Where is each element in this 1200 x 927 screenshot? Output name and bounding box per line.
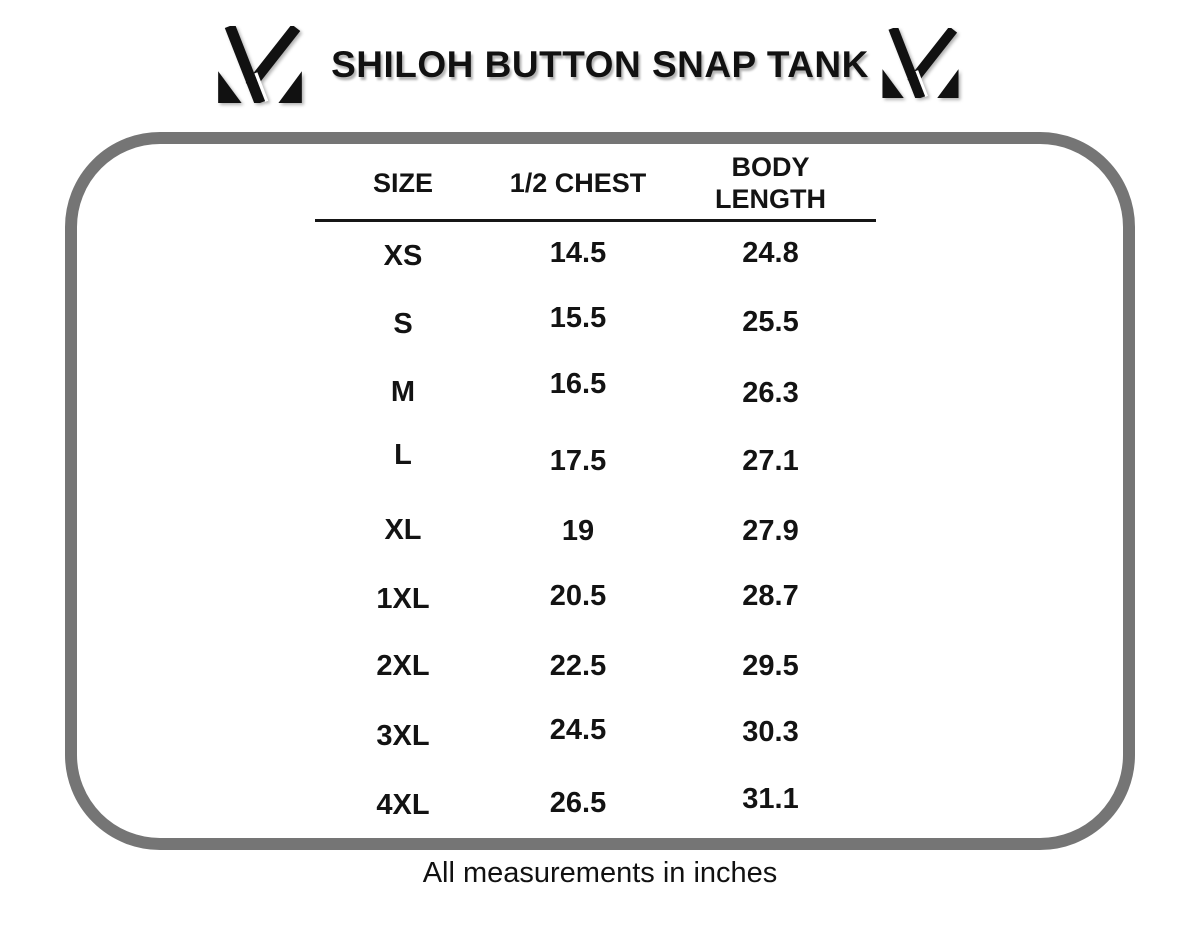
column-header-body-length: BODY LENGTH bbox=[665, 148, 876, 220]
cell-4xl-half-chest: 26.5 bbox=[549, 786, 607, 819]
cell-4xl-body-length: 31.1 bbox=[742, 782, 799, 815]
cell-xl-size: XL bbox=[384, 513, 422, 546]
cell-m-body-length: 26.3 bbox=[742, 376, 799, 409]
cell-m-half-chest: 16.5 bbox=[549, 367, 607, 400]
cell-xs-body-length: 24.8 bbox=[742, 236, 799, 269]
cell-4xl-size: 4XL bbox=[376, 788, 430, 821]
cell-3xl-body-length: 30.3 bbox=[742, 716, 799, 749]
cell-xs-half-chest: 14.5 bbox=[549, 236, 607, 269]
cell-l-half-chest: 17.5 bbox=[549, 445, 607, 478]
cell-1xl-half-chest: 20.5 bbox=[549, 580, 607, 613]
cell-xl-body-length: 27.9 bbox=[742, 514, 799, 547]
cell-1xl-size: 1XL bbox=[376, 583, 430, 616]
column-header-size-label: SIZE bbox=[372, 168, 433, 199]
size-chart-frame: SIZE 1/2 CHEST BODY LENGTH XS 14.5 24.8 S 15… bbox=[65, 132, 1135, 850]
cell-2xl-size: 2XL bbox=[376, 649, 430, 682]
cell-l-size: L bbox=[394, 439, 412, 472]
column-header-body-length-label: BODY LENGTH bbox=[715, 152, 826, 214]
column-header-half-chest-label: 1/2 CHEST bbox=[509, 168, 647, 199]
cell-3xl-size: 3XL bbox=[376, 720, 430, 753]
brand-monogram-left-icon bbox=[218, 26, 302, 103]
cell-xl-half-chest: 19 bbox=[561, 514, 595, 547]
cell-3xl-half-chest: 24.5 bbox=[549, 714, 607, 747]
measurements-note: All measurements in inches bbox=[422, 857, 778, 889]
brand-monogram-right-icon bbox=[882, 28, 959, 98]
cell-s-body-length: 25.5 bbox=[742, 306, 799, 339]
cell-2xl-half-chest: 22.5 bbox=[549, 649, 607, 682]
header-divider-line bbox=[315, 219, 876, 222]
cell-s-size: S bbox=[393, 308, 413, 341]
size-chart-header-row: SIZE 1/2 CHEST BODY LENGTH bbox=[315, 148, 876, 220]
cell-2xl-body-length: 29.5 bbox=[742, 649, 799, 682]
column-header-half-chest: 1/2 CHEST bbox=[491, 148, 665, 220]
cell-l-body-length: 27.1 bbox=[742, 445, 799, 478]
size-chart-body: XS 14.5 24.8 S 15.5 25.5 M 16.5 26.3 L 17.5 27.1 XL 1… bbox=[315, 222, 876, 839]
cell-m-size: M bbox=[390, 375, 416, 408]
cell-xs-size: XS bbox=[383, 239, 423, 272]
cell-s-half-chest: 15.5 bbox=[549, 302, 607, 335]
product-title: SHILOH BUTTON SNAP TANK bbox=[331, 44, 869, 85]
column-header-size: SIZE bbox=[315, 148, 491, 220]
cell-1xl-body-length: 28.7 bbox=[742, 580, 799, 613]
